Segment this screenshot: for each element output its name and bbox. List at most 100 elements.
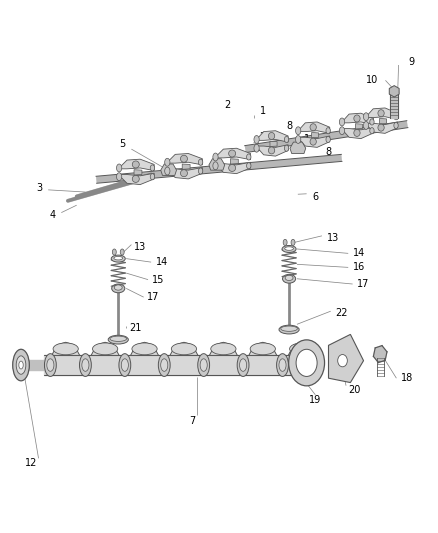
Polygon shape [365, 108, 398, 119]
Ellipse shape [198, 159, 203, 165]
Ellipse shape [53, 343, 78, 355]
Ellipse shape [338, 354, 347, 367]
Text: 17: 17 [147, 292, 159, 302]
Ellipse shape [213, 162, 218, 169]
Polygon shape [170, 342, 198, 356]
Text: 17: 17 [357, 279, 370, 289]
Text: 7: 7 [190, 416, 196, 426]
Polygon shape [389, 86, 399, 97]
Ellipse shape [279, 359, 286, 372]
Ellipse shape [117, 173, 122, 181]
Polygon shape [290, 142, 306, 154]
Ellipse shape [283, 274, 296, 283]
Polygon shape [297, 122, 330, 133]
Ellipse shape [284, 145, 289, 151]
Ellipse shape [158, 354, 170, 376]
Polygon shape [256, 131, 288, 142]
Ellipse shape [282, 246, 296, 253]
Ellipse shape [354, 115, 360, 122]
Text: 6: 6 [312, 192, 318, 203]
Ellipse shape [114, 256, 123, 260]
Ellipse shape [250, 343, 276, 355]
Polygon shape [328, 334, 364, 383]
Ellipse shape [268, 133, 275, 140]
Text: 5: 5 [120, 139, 126, 149]
Text: 19: 19 [309, 395, 321, 405]
Ellipse shape [119, 354, 131, 376]
Text: 15: 15 [152, 274, 164, 285]
Polygon shape [355, 124, 363, 129]
Polygon shape [270, 141, 277, 147]
Ellipse shape [296, 135, 301, 143]
Text: 1: 1 [260, 106, 266, 116]
Polygon shape [365, 122, 398, 133]
Polygon shape [118, 159, 154, 171]
Text: 1: 1 [304, 134, 310, 144]
Ellipse shape [150, 165, 155, 171]
Ellipse shape [112, 249, 117, 255]
Ellipse shape [82, 359, 89, 372]
Ellipse shape [121, 359, 128, 372]
Ellipse shape [240, 359, 247, 372]
Ellipse shape [112, 284, 125, 293]
Text: 8: 8 [325, 147, 332, 157]
Polygon shape [131, 342, 159, 356]
Ellipse shape [132, 175, 139, 182]
Polygon shape [182, 164, 190, 169]
Text: 20: 20 [349, 385, 361, 395]
Ellipse shape [120, 249, 124, 255]
Ellipse shape [291, 239, 295, 246]
Ellipse shape [200, 359, 207, 372]
Ellipse shape [47, 359, 54, 372]
Ellipse shape [285, 275, 293, 280]
Ellipse shape [394, 123, 398, 128]
Text: 2: 2 [225, 100, 231, 110]
Polygon shape [134, 169, 142, 175]
Ellipse shape [13, 349, 29, 381]
Ellipse shape [378, 124, 384, 131]
Ellipse shape [364, 122, 369, 130]
Polygon shape [256, 145, 288, 156]
Text: 21: 21 [130, 323, 142, 333]
Ellipse shape [296, 127, 301, 135]
Text: 8: 8 [286, 122, 292, 131]
Ellipse shape [171, 343, 197, 355]
Ellipse shape [92, 343, 118, 355]
Ellipse shape [339, 118, 345, 126]
Ellipse shape [211, 343, 236, 355]
Ellipse shape [364, 113, 369, 120]
Ellipse shape [310, 124, 316, 131]
Ellipse shape [16, 356, 26, 374]
Polygon shape [230, 159, 238, 164]
Polygon shape [390, 91, 398, 118]
Polygon shape [341, 113, 374, 125]
Ellipse shape [354, 130, 360, 136]
Ellipse shape [290, 343, 315, 355]
Ellipse shape [237, 354, 249, 376]
Ellipse shape [268, 147, 275, 154]
Ellipse shape [279, 325, 299, 334]
Ellipse shape [284, 136, 289, 142]
Polygon shape [311, 133, 319, 138]
Polygon shape [161, 164, 177, 175]
Text: 22: 22 [336, 309, 348, 318]
Ellipse shape [213, 153, 218, 161]
Text: 13: 13 [134, 242, 146, 252]
Polygon shape [374, 345, 387, 362]
Ellipse shape [326, 128, 330, 134]
Text: 10: 10 [366, 75, 378, 85]
Text: 14: 14 [353, 248, 365, 259]
Ellipse shape [165, 167, 170, 175]
Text: 9: 9 [409, 56, 415, 67]
Ellipse shape [247, 154, 251, 160]
Ellipse shape [45, 354, 56, 376]
Polygon shape [118, 173, 154, 184]
Polygon shape [166, 167, 202, 179]
Text: 18: 18 [401, 373, 413, 383]
Ellipse shape [289, 340, 325, 386]
Polygon shape [215, 148, 251, 159]
Ellipse shape [132, 161, 139, 168]
Ellipse shape [339, 127, 345, 135]
Ellipse shape [378, 110, 384, 117]
Ellipse shape [161, 359, 168, 372]
